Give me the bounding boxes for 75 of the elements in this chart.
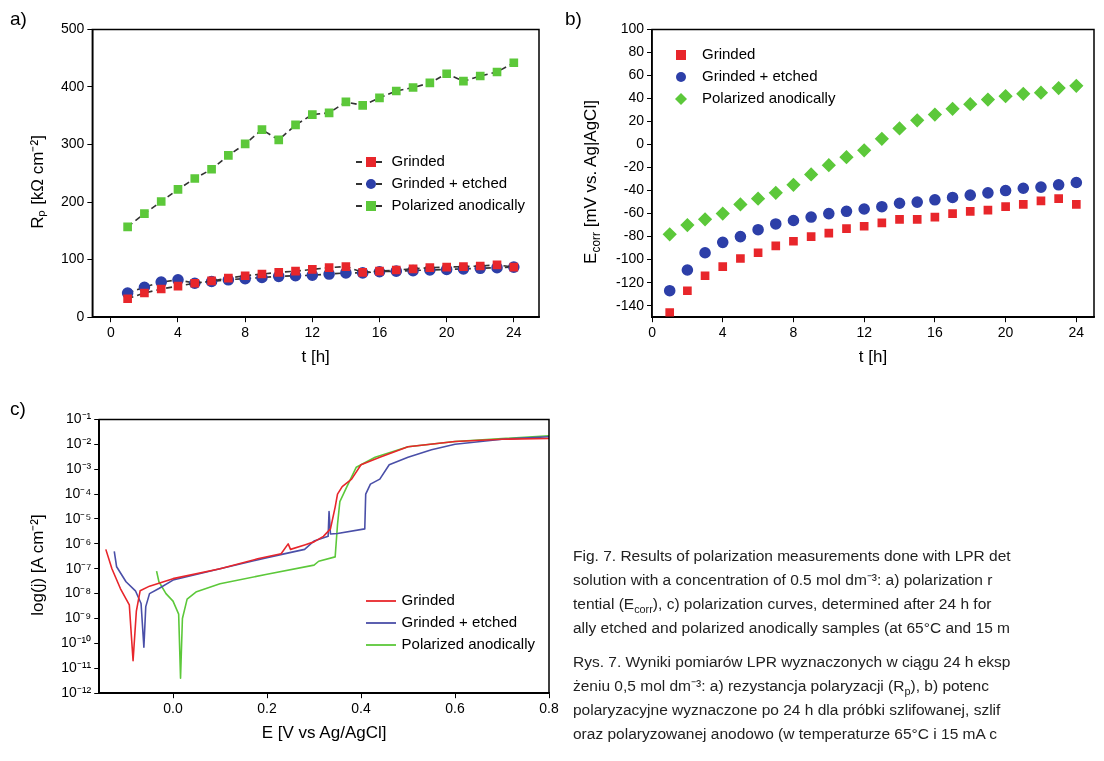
x-tick-label: 4	[174, 324, 183, 341]
x-axis-title: t [h]	[858, 347, 888, 367]
y-tick-label: 0	[76, 308, 85, 325]
text: polaryzacyjne wyznaczone po 24 h dla próbki szlifowanej, szlif	[573, 700, 1002, 720]
y-tick-label: -140	[615, 296, 645, 313]
y-tick-label: -40	[623, 181, 645, 198]
y-tick-label: 10⁻²	[66, 435, 92, 452]
text: oraz polaryzowanej anodowo (w temperaturze 65°C i 15 mA c	[573, 724, 999, 744]
text: Rys. 7. Wyniki pomiarów LPR wyznaczonych w ciągu 24 h eksp	[573, 652, 1012, 672]
y-tick-label: 10⁻¹²	[61, 684, 92, 701]
x-tick-label: 4	[718, 324, 727, 341]
y-tick-label: 10⁻¹⁰	[61, 634, 92, 651]
x-tick-label: 16	[371, 324, 388, 341]
legend-label: Polarized anodically	[702, 89, 836, 107]
y-tick-label: -80	[623, 227, 645, 244]
text: solution with a concentration of 0.5 mol dm⁻³: a) polarization r	[573, 570, 994, 590]
y-tick-label: 0	[636, 135, 645, 152]
y-tick-label: 10⁻¹	[66, 410, 92, 427]
y-tick-label: 80	[628, 43, 645, 60]
x-tick-label: 20	[438, 324, 455, 341]
x-tick-label: 0	[106, 324, 115, 341]
legend-label: Polarized anodically	[401, 635, 535, 653]
legend-label: Grinded + etched	[401, 613, 518, 631]
caption: Fig. 7. Results of polarization measurements done with LPR det	[573, 546, 1012, 566]
y-tick-label: 500	[61, 20, 85, 37]
y-axis-title: log(j) [A cm⁻²]	[26, 513, 48, 616]
y-tick-label: 10⁻⁸	[64, 584, 92, 601]
legend-label: Grinded + etched	[702, 67, 818, 85]
y-tick-label: 10⁻⁶	[64, 534, 92, 551]
y-tick-label: -20	[623, 158, 645, 175]
y-tick-label: 40	[628, 89, 645, 106]
y-tick-label: -100	[615, 250, 645, 267]
x-axis-title: t [h]	[301, 347, 330, 367]
legend-label: Grinded + etched	[391, 174, 508, 192]
text: tential (E$_{corr}$), c) polarization curves, determined after 24 h for	[573, 594, 993, 616]
y-tick-label: -60	[623, 204, 645, 221]
y-tick-label: 100	[61, 250, 85, 267]
legend-label: Grinded	[702, 45, 756, 63]
y-tick-label: 10⁻⁴	[64, 484, 92, 501]
chart-title: c)	[10, 398, 26, 420]
x-tick-label: 0.6	[445, 700, 465, 717]
y-tick-label: 200	[61, 192, 85, 209]
y-tick-label: 400	[61, 77, 85, 94]
legend-label: Grinded	[391, 152, 445, 170]
y-tick-label: 300	[61, 135, 85, 152]
y-tick-label: 10⁻¹¹	[61, 659, 92, 676]
x-tick-label: 0.8	[539, 700, 559, 717]
x-tick-label: 0	[648, 324, 657, 341]
y-tick-label: 100	[620, 20, 645, 37]
x-tick-label: 12	[304, 324, 321, 341]
x-tick-label: 0.4	[351, 700, 371, 717]
text: ally etched and polarized anodically samples (at 65°C and 15 m	[573, 618, 1011, 638]
legend-label: Grinded	[401, 591, 455, 609]
chart-title: b)	[565, 8, 582, 30]
x-tick-label: 0.0	[163, 700, 183, 717]
x-axis-title: E [V vs Ag/AgCl]	[261, 723, 387, 743]
y-tick-label: 20	[628, 112, 645, 129]
x-tick-label: 24	[506, 324, 522, 341]
y-axis-title: Rₚ [kΩ cm⁻²]	[26, 134, 48, 229]
y-tick-label: 10⁻³	[66, 460, 92, 477]
x-tick-label: 8	[789, 324, 798, 341]
x-tick-label: 0.2	[257, 700, 277, 717]
x-tick-label: 24	[1068, 324, 1085, 341]
chart-title: a)	[10, 8, 27, 30]
legend-label: Polarized anodically	[391, 196, 525, 214]
x-tick-label: 16	[927, 324, 943, 341]
x-tick-label: 8	[241, 324, 250, 341]
y-tick-label: -120	[615, 273, 645, 290]
y-tick-label: 60	[628, 66, 645, 83]
y-tick-label: 10⁻⁹	[64, 609, 92, 626]
y-tick-label: 10⁻⁷	[65, 559, 92, 576]
y-tick-label: 10⁻⁵	[64, 509, 92, 526]
x-tick-label: 20	[997, 324, 1014, 341]
x-tick-label: 12	[856, 324, 873, 341]
text: żeniu 0,5 mol dm⁻³: a) rezystancja polaryzacji (R$_{p}$), b) potenc	[573, 676, 990, 698]
